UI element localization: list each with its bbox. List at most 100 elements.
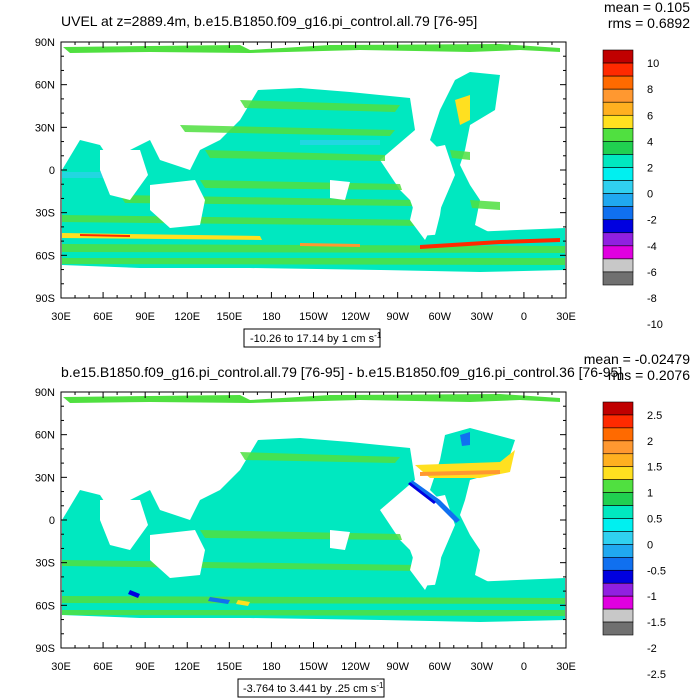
lon-tick-label: 30E bbox=[51, 661, 71, 673]
lon-tick-label: 60W bbox=[428, 311, 451, 323]
land bbox=[100, 145, 455, 240]
panel-2-info-text: -3.764 to 3.441 by .25 cm s bbox=[243, 683, 377, 695]
panel-1-mean: mean = 0.105 bbox=[604, 0, 690, 15]
lon-tick-label: 180 bbox=[262, 311, 280, 323]
lon-tick-label: 60E bbox=[93, 661, 113, 673]
colorbar-label: -0.5 bbox=[647, 565, 666, 577]
colorbar-swatch bbox=[602, 114, 634, 129]
colorbar-swatch bbox=[602, 569, 634, 584]
colorbar-swatch bbox=[602, 505, 634, 519]
colorbar-swatch bbox=[602, 62, 634, 77]
anomalies-2 bbox=[128, 432, 515, 606]
lon-tick-label: 120E bbox=[174, 661, 200, 673]
colorbar-swatch bbox=[602, 557, 634, 571]
lon-tick-label: 90W bbox=[386, 311, 409, 323]
panel-1-info-box: -10.26 to 17.14 by 1 cm s-1 bbox=[243, 328, 382, 348]
colorbar-swatch bbox=[602, 595, 634, 610]
colorbar-swatch bbox=[602, 219, 634, 234]
lat-tick-label: 30N bbox=[35, 472, 55, 484]
colorbar-swatch bbox=[602, 427, 634, 442]
panel-1-map bbox=[61, 42, 566, 298]
lon-tick-label: 90W bbox=[386, 661, 409, 673]
colorbar-swatch bbox=[602, 401, 634, 416]
lat-tick-label: 0 bbox=[49, 165, 55, 177]
panel-1-info-sup: -1 bbox=[374, 331, 382, 340]
colorbar-label: 8 bbox=[647, 84, 653, 96]
panel-2-title: b.e15.B1850.f09_g16.pi_control.all.79 [7… bbox=[61, 364, 622, 380]
colorbar-swatch bbox=[602, 167, 634, 181]
colorbar-swatch bbox=[602, 271, 634, 286]
lon-tick-label: 90E bbox=[135, 661, 155, 673]
lat-tick-label: 90N bbox=[35, 387, 55, 399]
colorbar-swatch bbox=[602, 466, 634, 480]
lon-tick-label: 60E bbox=[93, 311, 113, 323]
colorbar-swatch bbox=[602, 88, 634, 103]
colorbar-label: -2 bbox=[647, 643, 657, 655]
lon-tick-label: 30E bbox=[556, 311, 576, 323]
lon-tick-label: 30E bbox=[51, 311, 71, 323]
colorbar-swatch bbox=[602, 582, 634, 597]
panel-2-lon-axis: 30E 60E 90E 120E 150E 180 150W 120W 90W 60W 30W 0 30… bbox=[51, 392, 576, 673]
lon-tick-label: 30W bbox=[471, 661, 494, 673]
panel-2-colorbar: 2.5 2 1.5 1 0.5 0 -0.5 -1 -1.5 -2 -2.5 bbox=[602, 401, 666, 681]
panel-1-info-text: -10.26 to 17.14 by 1 cm s bbox=[250, 333, 375, 345]
colorbar-swatch bbox=[602, 128, 634, 142]
panel-2-info-box: -3.764 to 3.441 by .25 cm s-1 bbox=[237, 678, 385, 698]
svg-text:-3.764 to 3.441 by .25 cm s-1: -3.764 to 3.441 by .25 cm s-1 bbox=[243, 681, 384, 695]
colorbar-swatch bbox=[602, 440, 634, 455]
lon-tick-label: 150W bbox=[299, 661, 328, 673]
land-2 bbox=[100, 495, 455, 590]
colorbar-label: 2.5 bbox=[647, 410, 662, 422]
lat-tick-label: 30S bbox=[35, 208, 55, 220]
colorbar-swatch bbox=[602, 180, 634, 194]
lon-tick-label: 180 bbox=[262, 661, 280, 673]
colorbar-label: -10 bbox=[647, 319, 663, 331]
colorbar-label: 2 bbox=[647, 436, 653, 448]
colorbar-swatch bbox=[602, 492, 634, 506]
anomalies bbox=[62, 95, 560, 249]
colorbar-swatch bbox=[602, 544, 634, 558]
panel-1-colorbar: 10 8 6 4 2 0 -2 -4 -6 -8 -10 bbox=[602, 49, 663, 331]
colorbar-label: -2 bbox=[647, 215, 657, 227]
lon-tick-label: 90E bbox=[135, 311, 155, 323]
colorbar-swatch bbox=[602, 245, 634, 260]
colorbar-swatch bbox=[602, 75, 634, 90]
colorbar-label: 0 bbox=[647, 539, 653, 551]
colorbar-swatch bbox=[602, 141, 634, 155]
colorbar-label: -1 bbox=[647, 591, 657, 603]
colorbar-label: 4 bbox=[647, 136, 653, 148]
colorbar-swatch bbox=[602, 193, 634, 207]
lon-tick-label: 0 bbox=[521, 311, 527, 323]
panel-2-lat-axis: 90N 60N 30N 0 30S 60S 90S bbox=[35, 387, 566, 655]
colorbar-swatch bbox=[602, 49, 634, 64]
colorbar-swatch bbox=[602, 453, 634, 468]
svg-text:-10.26 to 17.14 by 1 cm s-1: -10.26 to 17.14 by 1 cm s-1 bbox=[250, 331, 382, 345]
panel-2-rms: rms = 0.2076 bbox=[608, 367, 690, 383]
lon-tick-label: 30E bbox=[556, 661, 576, 673]
colorbar-label: 2 bbox=[647, 163, 653, 175]
panel-1: UVEL at z=2889.4m, b.e15.B1850.f09_g16.p… bbox=[35, 0, 690, 348]
colorbar-swatch bbox=[602, 479, 634, 493]
lon-tick-label: 150W bbox=[299, 311, 328, 323]
colorbar-swatch bbox=[602, 518, 634, 532]
lon-tick-label: 120W bbox=[341, 661, 370, 673]
colorbar-swatch bbox=[602, 154, 634, 168]
lat-tick-label: 90S bbox=[35, 643, 55, 655]
colorbar-label: 0 bbox=[647, 189, 653, 201]
colorbar-swatch bbox=[602, 414, 634, 429]
lon-tick-label: 60W bbox=[428, 661, 451, 673]
colorbar-swatch bbox=[602, 258, 634, 273]
colorbar-label: -6 bbox=[647, 267, 657, 279]
panel-2-map bbox=[61, 392, 566, 648]
colorbar-label: 1 bbox=[647, 488, 653, 500]
lat-tick-label: 30S bbox=[35, 558, 55, 570]
lat-tick-label: 60S bbox=[35, 250, 55, 262]
panel-2-info-sup: -1 bbox=[376, 681, 384, 690]
panel-1-lat-axis: 90N 60N 30N 0 30S 60S 90S bbox=[35, 37, 566, 305]
lon-tick-label: 150E bbox=[216, 661, 242, 673]
lat-tick-label: 60S bbox=[35, 600, 55, 612]
colorbar-swatch bbox=[602, 232, 634, 247]
lon-tick-label: 0 bbox=[521, 661, 527, 673]
colorbar-swatch bbox=[602, 608, 634, 623]
